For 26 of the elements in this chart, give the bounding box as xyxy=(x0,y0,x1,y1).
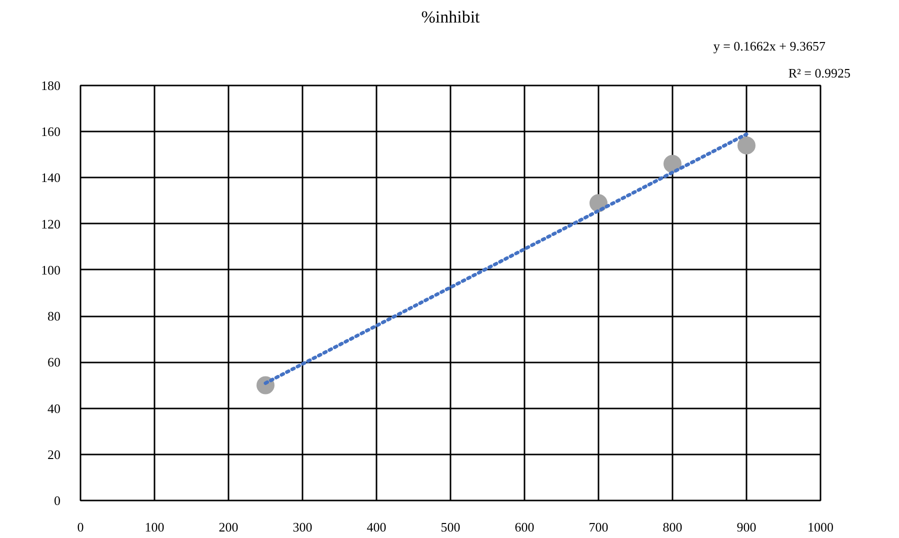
x-tick-label: 200 xyxy=(218,520,238,534)
y-tick-label: 20 xyxy=(48,446,60,462)
y-tick-label: 140 xyxy=(41,170,60,186)
text: R² = 0.9925 xyxy=(788,66,851,80)
x-tick-label: 500 xyxy=(440,520,460,534)
y-tick-label: 100 xyxy=(41,262,60,278)
x-tick-label: 600 xyxy=(514,520,534,534)
point xyxy=(664,154,682,173)
y-tick-label: 120 xyxy=(41,216,60,232)
x-tick-label: 900 xyxy=(736,520,756,534)
x-tick-label: 300 xyxy=(292,520,312,534)
x-tick-label: 0 xyxy=(77,520,84,534)
x-tick-label: 400 xyxy=(366,520,386,534)
y-tick-label: 60 xyxy=(48,354,60,370)
text: y = 0.1662x + 9.3657 xyxy=(713,38,826,54)
x-tick-label: 700 xyxy=(588,520,608,534)
y-tick-label: 80 xyxy=(48,308,60,324)
x-tick-label: 800 xyxy=(662,520,682,534)
x-tick-label: 1000 xyxy=(808,520,834,534)
y-tick-label: 40 xyxy=(48,400,60,416)
y-tick-label: 180 xyxy=(41,78,60,93)
y-tick-label: 0 xyxy=(54,493,60,508)
x-tick-label: 100 xyxy=(144,520,164,534)
chart-title: %inhibit xyxy=(421,8,480,26)
y-tick-label: 160 xyxy=(41,124,60,140)
point xyxy=(738,136,756,154)
